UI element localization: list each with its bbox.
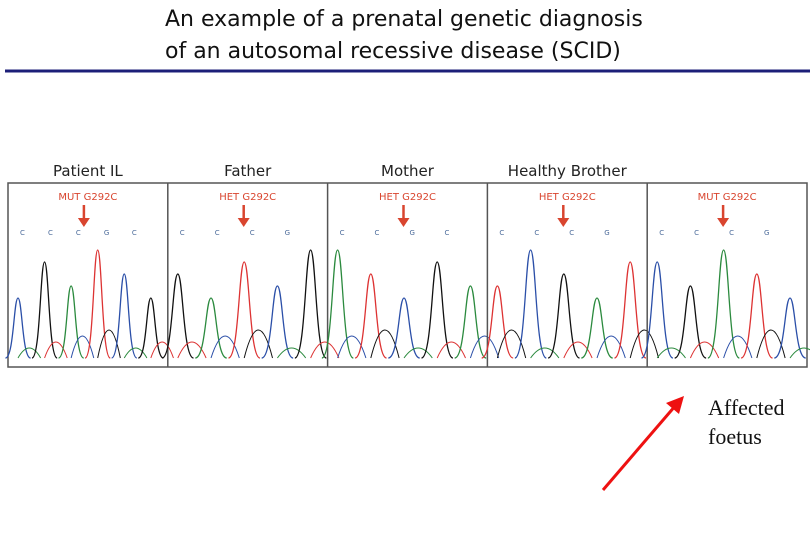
trace-noise [97,329,121,359]
title-line: of an autosomal recessive disease (SCID) [165,39,621,64]
trace-noise [44,341,68,359]
base-call: C [215,229,220,237]
trace-peak [111,273,138,359]
trace-peak [354,273,388,359]
mutation-label: HET G292C [379,192,436,203]
arrow [601,404,678,491]
base-call: C [534,229,539,237]
panel-strip [7,182,808,368]
trace-peak [547,273,581,359]
base-call: C [729,229,734,237]
base-call: C [132,229,137,237]
trace-peak [137,297,165,359]
annotation-line: Affected [708,395,785,420]
trace-noise [150,341,174,359]
base-call: C [76,229,81,237]
mutation-label: MUT G292C [58,192,117,203]
trace-peak [481,285,514,359]
mutation-label: HET G292C [539,192,596,203]
trace-noise [210,335,240,359]
panel-header: Father [224,162,272,180]
trace-noise [629,329,660,359]
mutation-arrow-head [77,218,90,227]
trace-noise [123,347,148,359]
trace-peak [161,273,195,359]
trace-peak [57,285,85,359]
trace-noise [563,341,593,359]
trace-noise [17,347,42,359]
trace-peak [613,261,647,359]
trace-peak [321,249,354,359]
trace-noise [596,335,626,359]
mutation-arrow-head [237,218,250,227]
mutation-arrow-head [397,218,410,227]
trace-noise [530,347,560,359]
base-call: C [499,229,504,237]
base-call: C [569,229,574,237]
trace-peak [454,285,487,359]
trace-peak [580,297,614,359]
trace-peak [294,249,327,359]
base-call: G [285,229,290,237]
trace-noise [177,341,207,359]
trace-noise [469,335,500,359]
trace-peak [514,249,547,359]
trace-noise [337,335,367,359]
panels: Patient IL MUT G292C C C C G C Father HET G292C C… [4,162,810,367]
trace-peak [194,297,228,359]
base-call: C [375,229,380,237]
base-call: C [659,229,664,237]
mutation-arrow-head [717,218,730,227]
base-call: C [48,229,53,237]
mutation-label: HET G292C [219,192,276,203]
panel-header: Mother [381,162,435,180]
trace-noise [689,341,720,359]
trace-noise [436,341,466,359]
trace-noise [370,329,400,359]
arrow-head [666,396,684,414]
base-call: C [340,229,345,237]
trace-peak [773,297,807,359]
base-call: G [764,229,769,237]
trace-peak [740,273,774,359]
base-call: C [20,229,25,237]
base-call: C [180,229,185,237]
trace-peak [387,297,421,359]
panel-header: Patient IL [53,162,123,180]
trace-peak [674,285,707,359]
trace-noise [789,347,810,359]
base-call: G [604,229,609,237]
trace-noise [277,347,307,359]
trace-peak [261,285,294,359]
trace-noise [496,329,527,359]
trace-peak [4,297,32,359]
trace-noise [70,335,95,359]
trace-peak [227,261,261,359]
trace-noise [243,329,273,359]
trace-peak [31,261,58,359]
base-call: C [694,229,699,237]
trace-noise [723,335,753,359]
base-call: G [104,229,109,237]
base-call: C [250,229,255,237]
mutation-arrow-head [557,218,570,227]
annotation-line: foetus [708,424,762,449]
trace-noise [310,341,340,359]
mutation-label: MUT G292C [698,192,757,203]
trace-peak [420,261,454,359]
trace-noise [656,347,686,359]
base-call: G [410,229,415,237]
panel-header: Healthy Brother [508,162,628,180]
trace-noise [403,347,433,359]
trace-noise [756,329,786,359]
base-call: C [444,229,449,237]
trace-peak [640,261,674,359]
title-line: An example of a prenatal genetic diagnos… [165,7,643,32]
trace-peak [707,249,740,359]
